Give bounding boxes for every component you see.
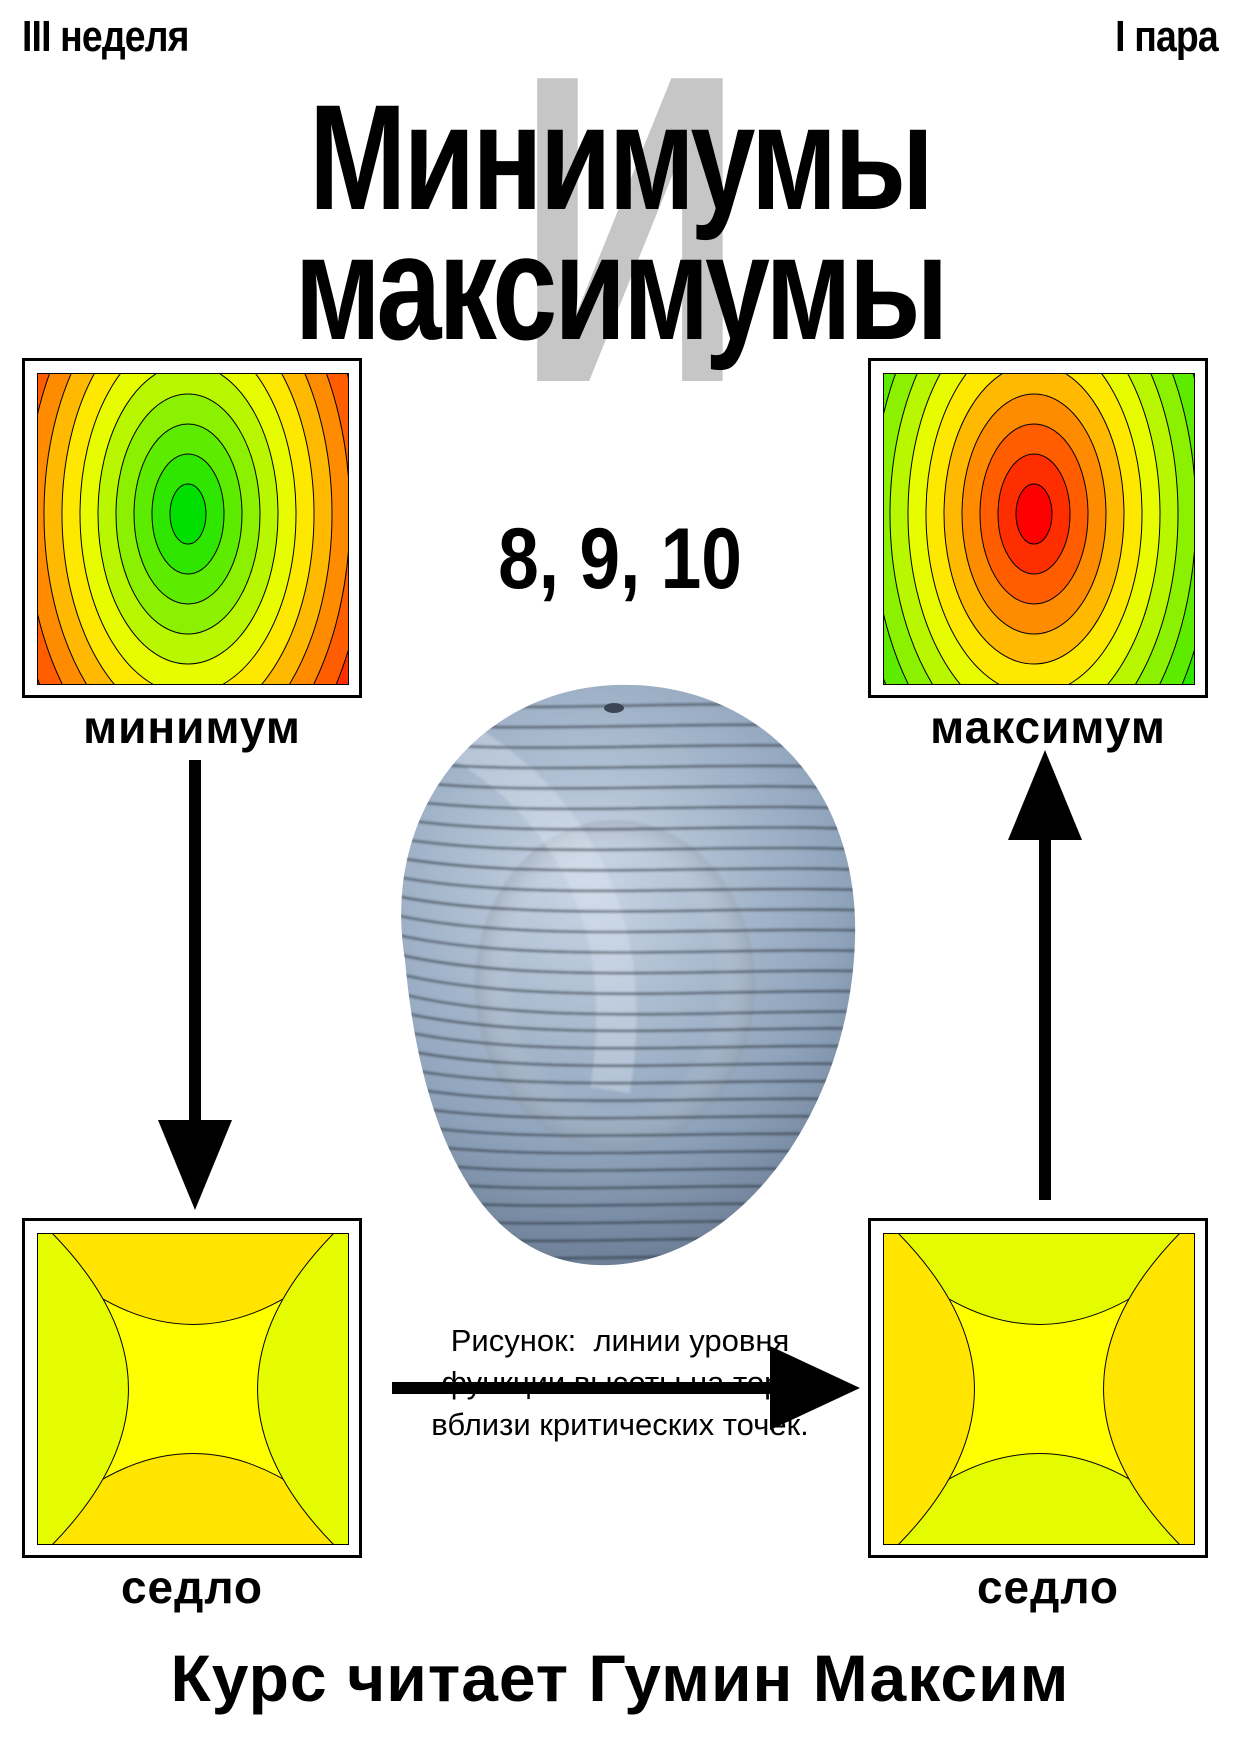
arrow-down-left: [158, 760, 232, 1210]
torus-pole-mark: [604, 703, 624, 713]
caption-line2: функции высоты на торе: [441, 1365, 799, 1400]
contour-plot-saddle-left: [37, 1233, 349, 1545]
panel-maximum: [868, 358, 1208, 698]
caption-line3: вблизи критических точек.: [431, 1407, 809, 1442]
page-title-line2: максимумы: [294, 203, 948, 371]
label-maximum: максимум: [930, 701, 1166, 753]
panel-saddle-right: [868, 1218, 1208, 1558]
contour-plot-minimum: [37, 373, 349, 685]
panel-saddle-left: [22, 1218, 362, 1558]
label-minimum: минимум: [83, 701, 301, 753]
figure-caption: Рисунок: линии уровня функции высоты на …: [400, 1320, 840, 1446]
label-saddle-right: седло: [976, 1561, 1120, 1613]
panel-minimum: [22, 358, 362, 698]
lecture-numbers: 8, 9, 10: [498, 511, 742, 607]
contour-plot-saddle-right: [883, 1233, 1195, 1545]
pair-label: I пара: [1115, 12, 1219, 61]
page-title-line1: Минимумы: [308, 73, 934, 241]
lecturer-footer: Курс читает Гумин Максим: [170, 1641, 1070, 1715]
torus-illustration: [401, 684, 856, 1266]
contour-plot-maximum: [883, 373, 1195, 685]
week-label: III неделя: [22, 12, 189, 61]
caption-line1: Рисунок: линии уровня: [450, 1323, 790, 1358]
label-saddle-left: седло: [120, 1561, 264, 1613]
arrow-up-right: [1008, 750, 1082, 1200]
title-connector: и: [516, 0, 744, 475]
